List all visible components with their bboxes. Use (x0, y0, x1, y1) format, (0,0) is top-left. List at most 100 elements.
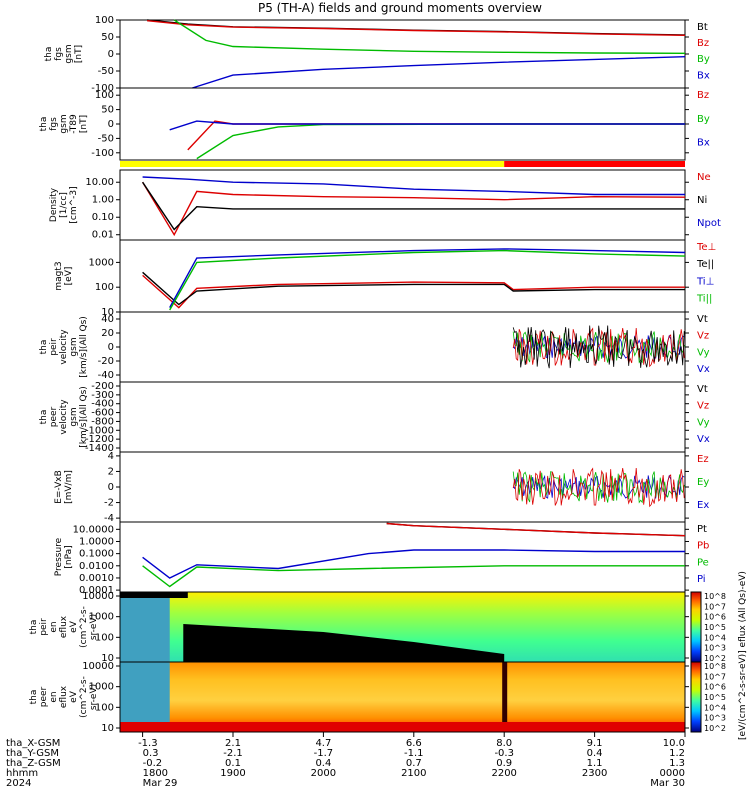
legend-By: By (697, 54, 710, 65)
heatmap-gap (502, 662, 508, 732)
y-tick-label: -600 (91, 408, 114, 419)
y-tick-label: -200 (91, 381, 114, 392)
y-label-line: [mV/m] (64, 470, 74, 504)
series-line-Ne (142, 181, 686, 237)
colorbar-tick-label: 10^5 (704, 623, 726, 632)
series-line-Te⊥ (142, 274, 685, 309)
y-tick-label: -100 (91, 148, 114, 159)
x-row-label: tha_Z-GSM (6, 758, 61, 769)
noise-series-Ez (512, 467, 685, 508)
y-label-line: gsm (59, 114, 69, 133)
series-line-Bx (192, 56, 686, 89)
panel-peer-velocity: -200-300-400-600-800-1000-1200-1400 tha pe… (39, 381, 710, 454)
y-label-line: [cm^-3] (69, 186, 79, 223)
legend-Vt: Vt (697, 314, 708, 325)
legend-Bt: Bt (697, 22, 708, 33)
y-label-line: eflux (59, 685, 69, 708)
y-tick-label: 1.0000 (79, 536, 114, 547)
x-row-value: -1.7 (314, 748, 334, 759)
legend-Vz: Vz (697, 331, 709, 342)
y-label-line: [eV] (64, 267, 74, 286)
y-tick-label: 40 (101, 314, 114, 325)
panel-peir-en-eflux: 10000 1000 100 10 tha peir en eflux eV (cm^2-s-sr… (29, 591, 689, 664)
y-tick-label: 100 (95, 282, 114, 293)
y-tick-label: -1000 (85, 425, 114, 436)
x-row-label: hhmm (6, 768, 38, 779)
y-label-line: velocity (59, 329, 69, 365)
x-row-label: tha_X-GSM (6, 738, 60, 749)
x-row-value: 10.0 (663, 738, 685, 749)
colorbar-tick-label: 10^5 (704, 693, 726, 702)
legend-Pb: Pb (697, 541, 709, 552)
colorbar-tick-label: 10^2 (704, 724, 726, 733)
x-axis-labels: tha_X-GSM -1.3 2.1 4.7 6.6 8.0 9.1 10.0 tha_Y-GS… (6, 732, 686, 789)
y-label-line: [nT] (74, 45, 84, 63)
colorbar-tick-label: 10^8 (704, 592, 726, 601)
noise-series-Vz (512, 327, 685, 368)
y-tick-label: -400 (91, 399, 114, 410)
y-tick-label: -50 (98, 66, 114, 77)
legend-Pi: Pi (697, 574, 706, 585)
heatmap-low-band (120, 722, 685, 732)
y-tick-label: 10 (101, 723, 114, 734)
x-row-value: -2.1 (223, 748, 243, 759)
legend-Vz: Vz (697, 401, 709, 412)
x-row-value: 2200 (491, 768, 516, 779)
x-row-value: 0.4 (587, 748, 603, 759)
series-line-Bz (147, 20, 686, 36)
x-row-value: 0.1 (225, 758, 241, 769)
y-tick-label: 0 (108, 49, 114, 60)
panel-peir-velocity: 40 20 0 -20 -40 tha peir velocity gsm [km/s](All … (39, 311, 710, 383)
y-label-line: fgs (54, 47, 64, 61)
legend-Ez: Ez (697, 454, 709, 465)
colorbar-tick-label: 10^7 (704, 672, 726, 681)
colorbar-tick-label: 10^7 (704, 602, 726, 611)
legend-Bx: Bx (697, 70, 710, 81)
y-label-line: velocity (59, 399, 69, 435)
legend-Pt: Pt (697, 524, 707, 535)
y-tick-label: 10000 (82, 661, 114, 672)
legend-Ex: Ex (697, 500, 709, 511)
legend-Ni: Ni (697, 195, 707, 206)
y-label-line: tha (29, 620, 39, 635)
y-label-line: eV (69, 690, 79, 703)
y-tick-label: 1000 (89, 612, 114, 623)
series-line-Pe (142, 565, 685, 588)
y-tick-label: -40 (98, 370, 114, 381)
y-tick-label: 100 (95, 15, 114, 26)
series-line-Ti|| (169, 249, 686, 311)
legend-Ti||: Ti|| (696, 294, 712, 305)
legend-Ti⊥: Ti⊥ (696, 276, 714, 287)
x-row-value: 0000 (660, 768, 685, 779)
x-row-value: 0.7 (406, 758, 422, 769)
y-tick-label: 50 (101, 32, 114, 43)
x-row-value: 2100 (401, 768, 426, 779)
colorbar-tick-label: 10^4 (704, 633, 726, 642)
colorbar-tick-label: 10^6 (704, 613, 726, 622)
x-row-value: 0.3 (143, 748, 159, 759)
y-tick-label: 1000 (89, 682, 114, 693)
colorbar-tick-label: 10^2 (704, 654, 726, 663)
y-label-line: [nT] (79, 115, 89, 133)
y-tick-label: 2 (108, 466, 114, 477)
y-label-line: [km/s](All Qs) (79, 386, 89, 448)
panel-frame (119, 311, 686, 383)
legend-Bz: Bz (697, 90, 709, 101)
panel-density: 10.00 1.00 0.10 0.01 Density [1/cc] [cm^-3] Ne N… (49, 169, 721, 241)
y-label-line: tha (39, 340, 49, 355)
y-tick-label: 0.0010 (79, 573, 114, 584)
panel-peer-en-eflux: 10000 1000 100 10 tha peer en eflux eV (cm^2-s-sr… (29, 661, 689, 734)
series-line-By (173, 19, 686, 54)
y-label-line: en (49, 621, 59, 632)
y-label-line: Pressure (54, 537, 64, 576)
x-row-value: 6.6 (406, 738, 422, 749)
colorbar-tick-label: 10^8 (704, 662, 726, 671)
y-tick-label: 10000 (82, 591, 114, 602)
y-label-line: tha (39, 117, 49, 132)
y-label-line: [1/cc] (59, 192, 69, 218)
y-label-line: tha (39, 410, 49, 425)
panel-efield: 4 2 0 -2 -4 E=-VxB [mV/m] Ez Ey Ex (54, 451, 709, 524)
y-label-line: [nPa] (64, 545, 74, 568)
